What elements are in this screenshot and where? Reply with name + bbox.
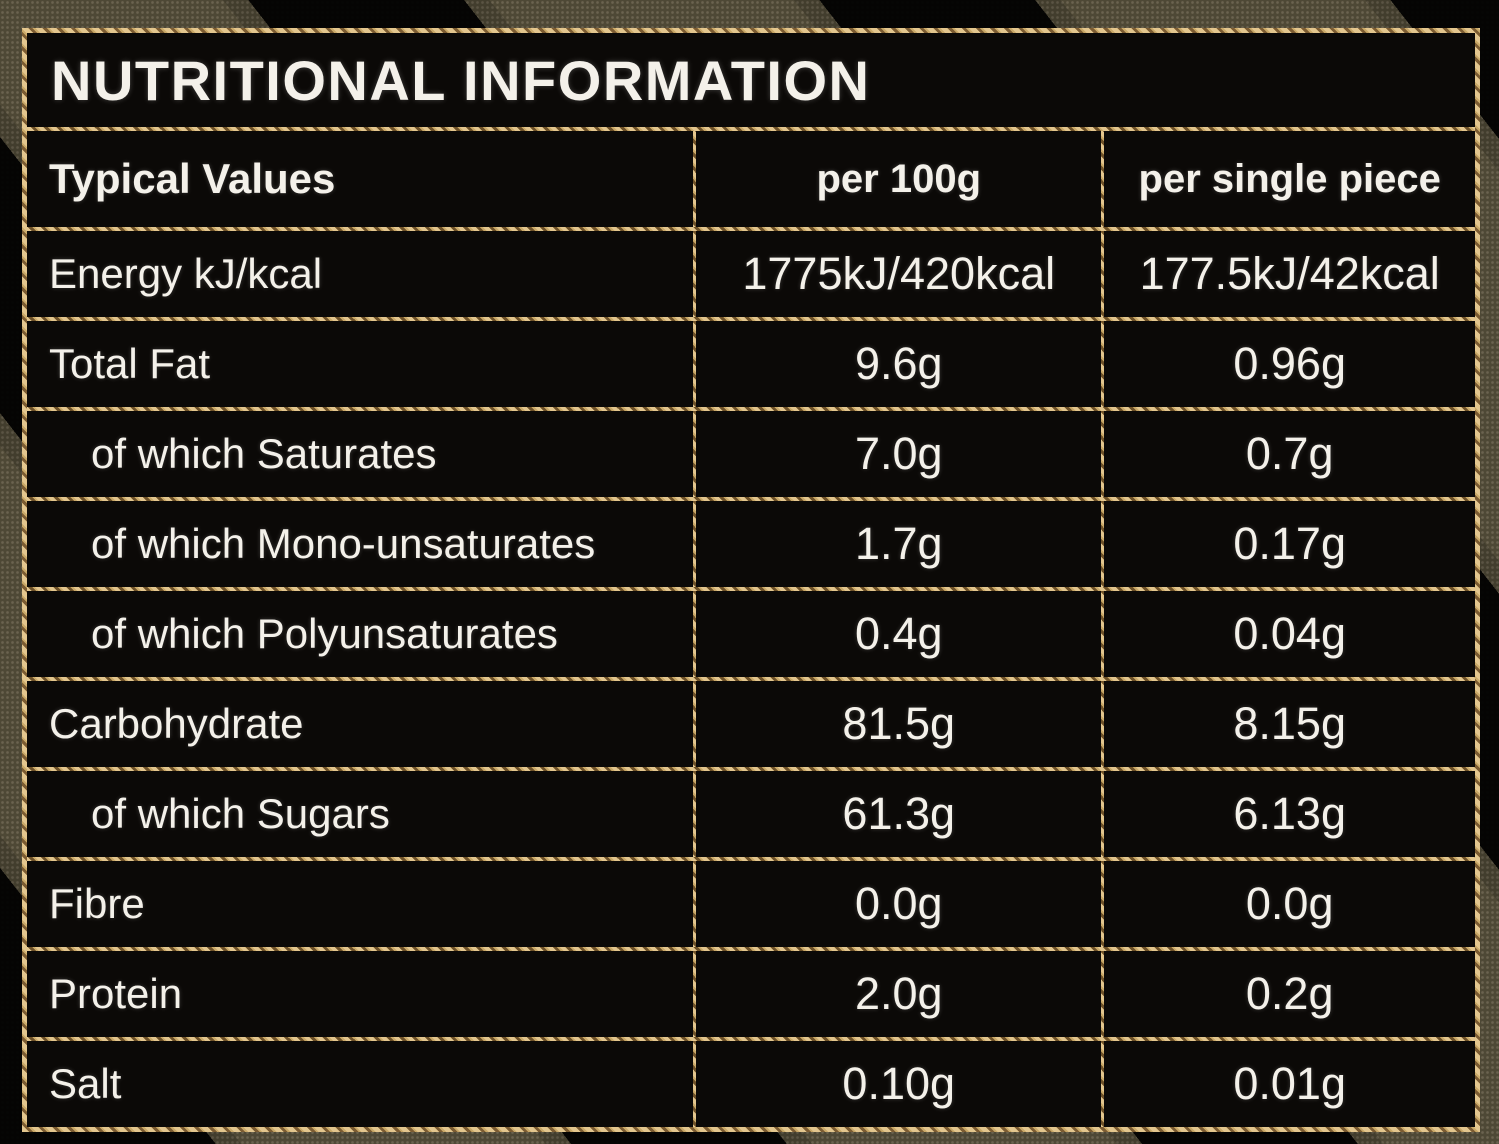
- row-salt: Salt 0.10g 0.01g: [27, 1037, 1475, 1127]
- row-label: Total Fat: [49, 340, 211, 387]
- table-header-row: Typical Values per 100g per single piece: [27, 127, 1475, 227]
- value-per-piece: 177.5kJ/42kcal: [1101, 231, 1475, 317]
- value-per-piece: 6.13g: [1101, 771, 1475, 857]
- nutrition-table: NUTRITIONAL INFORMATION Typical Values p…: [22, 28, 1480, 1132]
- header-per-single-piece: per single piece: [1101, 131, 1475, 227]
- value-per-100g: 1.7g: [693, 501, 1102, 587]
- value-per-piece: 0.2g: [1101, 951, 1475, 1037]
- value-per-100g: 2.0g: [693, 951, 1102, 1037]
- row-protein: Protein 2.0g 0.2g: [27, 947, 1475, 1037]
- value-per-piece: 0.0g: [1101, 861, 1475, 947]
- row-label: of which Polyunsaturates: [91, 610, 558, 657]
- row-energy: Energy kJ/kcal 1775kJ/420kcal 177.5kJ/42…: [27, 227, 1475, 317]
- row-sugars: of which Sugars 61.3g 6.13g: [27, 767, 1475, 857]
- value-per-piece: 0.01g: [1101, 1041, 1475, 1127]
- value-per-piece: 0.7g: [1101, 411, 1475, 497]
- value-per-piece: 8.15g: [1101, 681, 1475, 767]
- row-total-fat: Total Fat 9.6g 0.96g: [27, 317, 1475, 407]
- value-per-piece: 0.04g: [1101, 591, 1475, 677]
- header-per-100g: per 100g: [693, 131, 1102, 227]
- value-per-piece: 0.96g: [1101, 321, 1475, 407]
- value-per-100g: 0.0g: [693, 861, 1102, 947]
- row-label: Protein: [49, 970, 183, 1017]
- row-label: Energy kJ/kcal: [49, 250, 323, 297]
- header-typical-values: Typical Values: [49, 155, 336, 202]
- row-label: Salt: [49, 1060, 122, 1107]
- table-title-row: NUTRITIONAL INFORMATION: [27, 33, 1475, 127]
- row-label: of which Mono-unsaturates: [91, 520, 596, 567]
- value-per-piece: 0.17g: [1101, 501, 1475, 587]
- value-per-100g: 7.0g: [693, 411, 1102, 497]
- value-per-100g: 9.6g: [693, 321, 1102, 407]
- row-saturates: of which Saturates 7.0g 0.7g: [27, 407, 1475, 497]
- value-per-100g: 81.5g: [693, 681, 1102, 767]
- row-fibre: Fibre 0.0g 0.0g: [27, 857, 1475, 947]
- row-label: Fibre: [49, 880, 145, 927]
- row-label: Carbohydrate: [49, 700, 304, 747]
- row-mono-unsaturates: of which Mono-unsaturates 1.7g 0.17g: [27, 497, 1475, 587]
- row-label: of which Saturates: [91, 430, 437, 477]
- value-per-100g: 0.4g: [693, 591, 1102, 677]
- table-title: NUTRITIONAL INFORMATION: [51, 48, 871, 112]
- value-per-100g: 0.10g: [693, 1041, 1102, 1127]
- row-carbohydrate: Carbohydrate 81.5g 8.15g: [27, 677, 1475, 767]
- value-per-100g: 61.3g: [693, 771, 1102, 857]
- value-per-100g: 1775kJ/420kcal: [693, 231, 1102, 317]
- row-polyunsaturates: of which Polyunsaturates 0.4g 0.04g: [27, 587, 1475, 677]
- row-label: of which Sugars: [91, 790, 390, 837]
